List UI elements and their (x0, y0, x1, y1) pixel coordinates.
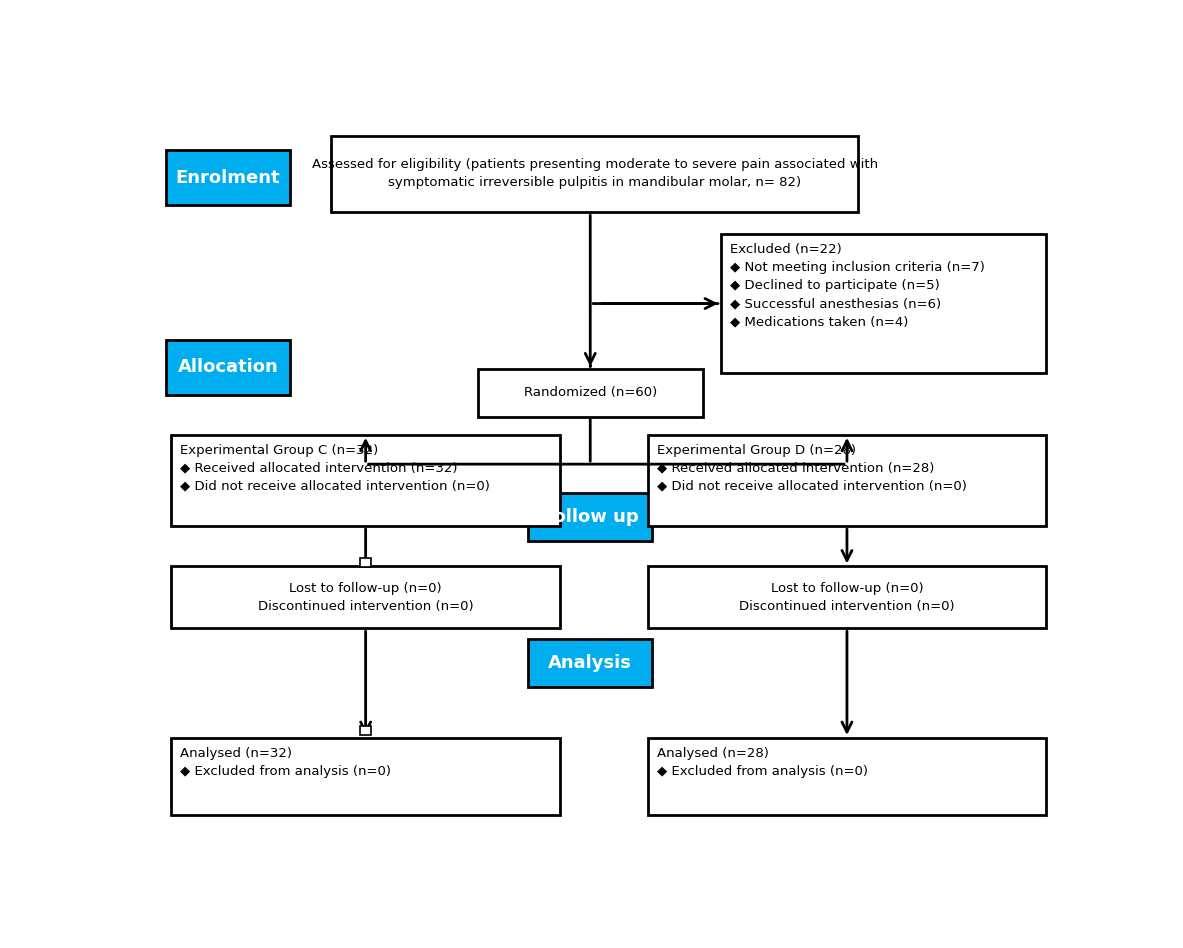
Text: Analysed (n=32)
◆ Excluded from analysis (n=0): Analysed (n=32) ◆ Excluded from analysis… (180, 747, 390, 777)
FancyBboxPatch shape (331, 136, 859, 212)
Text: Analysed (n=28)
◆ Excluded from analysis (n=0): Analysed (n=28) ◆ Excluded from analysis… (657, 747, 867, 777)
Text: Lost to follow-up (n=0)
Discontinued intervention (n=0): Lost to follow-up (n=0) Discontinued int… (739, 582, 955, 612)
FancyBboxPatch shape (529, 493, 652, 540)
FancyBboxPatch shape (529, 639, 652, 686)
FancyBboxPatch shape (170, 435, 561, 526)
FancyBboxPatch shape (170, 566, 561, 629)
Text: Analysis: Analysis (548, 654, 632, 672)
Text: Assessed for eligibility (patients presenting moderate to severe pain associated: Assessed for eligibility (patients prese… (312, 158, 878, 190)
FancyBboxPatch shape (170, 738, 561, 814)
Text: Excluded (n=22)
◆ Not meeting inclusion criteria (n=7)
◆ Declined to participate: Excluded (n=22) ◆ Not meeting inclusion … (730, 243, 985, 328)
Text: Allocation: Allocation (177, 358, 278, 376)
Text: Experimental Group C (n=32)
◆ Received allocated intervention (n=32)
◆ Did not r: Experimental Group C (n=32) ◆ Received a… (180, 444, 490, 493)
FancyBboxPatch shape (478, 370, 703, 417)
Text: Experimental Group D (n=28)
◆ Received allocated intervention (n=28)
◆ Did not r: Experimental Group D (n=28) ◆ Received a… (657, 444, 967, 493)
FancyBboxPatch shape (360, 726, 371, 735)
FancyBboxPatch shape (166, 340, 290, 394)
Text: Lost to follow-up (n=0)
Discontinued intervention (n=0): Lost to follow-up (n=0) Discontinued int… (258, 582, 473, 612)
Text: Enrolment: Enrolment (176, 169, 280, 187)
FancyBboxPatch shape (647, 738, 1046, 814)
FancyBboxPatch shape (166, 151, 290, 205)
FancyBboxPatch shape (360, 558, 371, 567)
FancyBboxPatch shape (647, 566, 1046, 629)
Text: Follow up: Follow up (542, 508, 639, 526)
FancyBboxPatch shape (720, 234, 1046, 373)
FancyBboxPatch shape (647, 435, 1046, 526)
Text: Randomized (n=60): Randomized (n=60) (524, 387, 657, 399)
